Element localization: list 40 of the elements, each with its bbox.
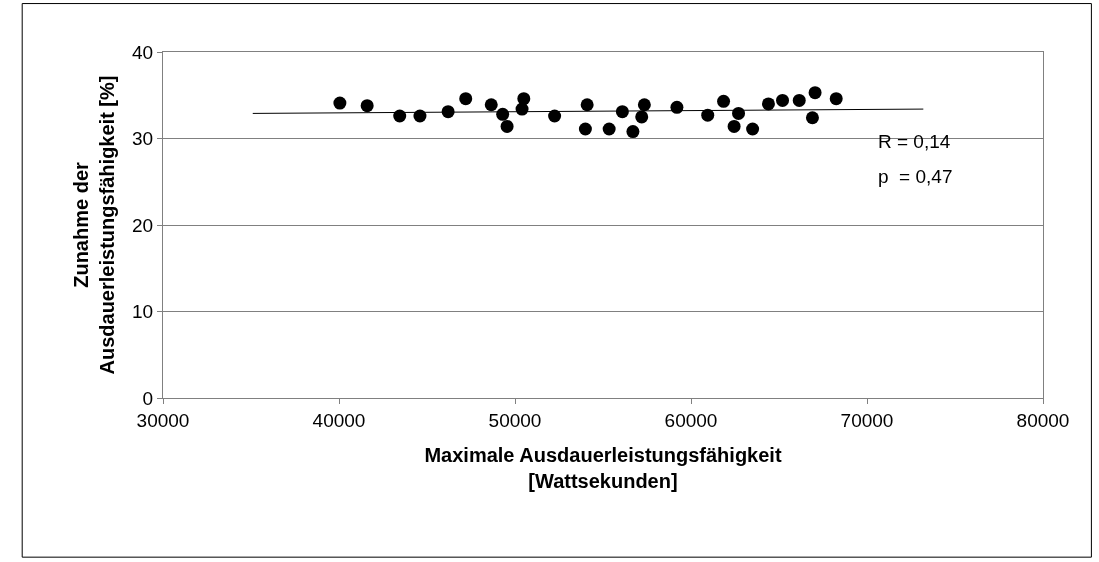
point	[626, 125, 640, 139]
x-tick-label: 70000	[840, 409, 894, 431]
y-tick-label: 0	[142, 387, 154, 409]
annotation: R = 0,14	[878, 131, 951, 152]
point	[580, 98, 594, 112]
point	[333, 96, 347, 110]
x-tick-label: 30000	[136, 409, 190, 431]
point	[746, 122, 760, 136]
point	[548, 109, 562, 123]
x-tick-label: 40000	[312, 409, 366, 431]
point	[805, 111, 819, 125]
x-tick-label: 80000	[1016, 409, 1070, 431]
y-tick-label: 30	[132, 128, 154, 150]
point	[727, 119, 741, 133]
point	[670, 100, 684, 114]
x-tick-label: 50000	[488, 409, 542, 431]
point	[500, 119, 514, 133]
point	[808, 86, 822, 100]
point	[792, 93, 806, 107]
y-tick-label: 20	[132, 214, 154, 236]
point	[637, 98, 651, 112]
point	[484, 98, 498, 112]
annotation: p = 0,47	[878, 166, 953, 187]
point	[732, 106, 746, 120]
point	[776, 93, 790, 107]
point	[717, 94, 731, 108]
point	[602, 122, 616, 136]
y-tick-label: 10	[132, 301, 154, 323]
point	[701, 108, 715, 122]
y-tick-label: 40	[132, 41, 154, 63]
x-tick-label: 60000	[664, 409, 718, 431]
point	[635, 110, 649, 124]
point	[761, 97, 775, 111]
x-axis-title: Maximale Ausdauerleistungsfähigkeit [Wattsekunden]	[424, 444, 782, 493]
point	[578, 122, 592, 136]
point	[459, 92, 473, 106]
point	[829, 92, 843, 106]
y-axis-title: Zunahme der Ausdauerleistungsfähigkeit [%]	[69, 75, 118, 375]
point	[496, 107, 510, 121]
point	[360, 99, 374, 113]
